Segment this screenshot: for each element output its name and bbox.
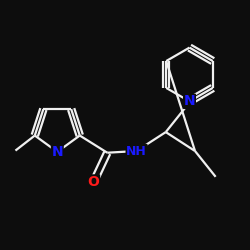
Text: NH: NH [126, 144, 147, 158]
Text: O: O [88, 175, 100, 189]
Text: N: N [52, 145, 63, 159]
Text: N: N [184, 94, 195, 108]
